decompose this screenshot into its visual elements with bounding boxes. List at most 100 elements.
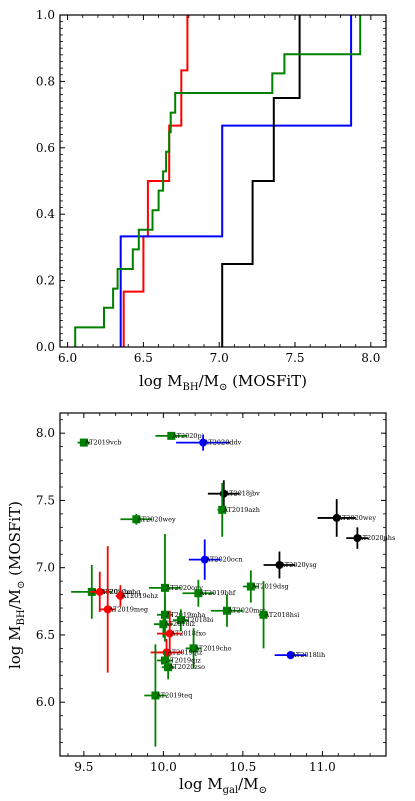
x-tick-label: 11.0: [309, 760, 336, 774]
y-tick-label: 8.0: [36, 426, 55, 440]
x-tick-label: 7.0: [210, 351, 229, 365]
y-tick-label: 0.0: [36, 340, 55, 354]
scatter-point: AT2018hsi: [258, 581, 300, 649]
scatter-point: AT2020nhs: [346, 527, 395, 549]
scatter-point: AT2020ocn: [188, 539, 243, 580]
point-marker-circle: [199, 438, 208, 447]
point-marker-circle: [200, 555, 209, 564]
point-label: AT2019bhf: [198, 589, 236, 597]
scatter-point: AT2020wey: [317, 499, 377, 537]
y-tick-label: 7.0: [36, 561, 55, 575]
cdf-xlabel-tail: (MOSFiT): [227, 372, 307, 390]
point-marker-square: [160, 583, 169, 592]
x-tick-label: 8.0: [361, 351, 380, 365]
point-marker-square: [176, 616, 185, 625]
point-marker-square: [167, 431, 176, 440]
scatter-ylabel-mid: /M: [6, 589, 24, 609]
point-label: AT2019dsg: [251, 583, 289, 591]
point-marker-circle: [275, 560, 284, 569]
point-label: AT2019meg: [108, 605, 148, 613]
point-marker-square: [246, 582, 255, 591]
scatter-point: AT2020wey: [120, 513, 176, 525]
cdf-ticks: 6.0 6.5 7.0 7.5 8.0 0.0 0.2 0.4 0.6 0.8 1.0: [36, 8, 387, 365]
scatter-point: AT2020ysg: [263, 551, 317, 579]
point-marker-circle: [353, 534, 362, 543]
point-label: AT2020mot: [227, 607, 266, 615]
scatter-point: AT2020zso: [161, 655, 205, 680]
point-marker-square: [218, 505, 227, 514]
y-tick-label: 0.6: [36, 141, 55, 155]
scatter-point: AT2019meg: [99, 546, 148, 673]
scatter-point: AT2020ddv: [176, 434, 242, 451]
scatter-xlabel-sub2: ⊙: [259, 785, 267, 796]
cdf-series-line: [122, 15, 189, 347]
point-marker-square: [194, 589, 203, 598]
cdf-series-line: [74, 15, 362, 347]
point-marker-square: [79, 438, 88, 447]
cdf-xlabel-mid: /M: [199, 372, 219, 390]
scatter-point: AT2018lih: [274, 651, 326, 660]
scatter-point: AT2019cho: [185, 628, 232, 669]
scatter-point: AT2019vcb: [77, 438, 122, 447]
point-marker-circle: [116, 591, 125, 600]
scatter-xlabel: log Mgal/M⊙: [179, 775, 267, 796]
point-marker-square: [159, 620, 168, 629]
scatter-xlabel-main: log M: [179, 775, 223, 793]
scatter-point: AT2018jbv: [207, 480, 260, 508]
scatter-ylabel-main: log M: [6, 625, 24, 669]
point-label: AT2020ocn: [205, 556, 243, 564]
point-label: AT2020ddv: [203, 439, 242, 447]
scatter-point: AT2020pj: [155, 431, 204, 440]
point-label: AT2019azh: [222, 506, 260, 514]
scatter-ylabel-sub1: BH: [16, 609, 27, 625]
scatter-point: AT2018bi: [172, 609, 213, 631]
cdf-series-line: [221, 15, 301, 347]
point-label: AT2020pj: [171, 432, 203, 440]
point-marker-circle: [286, 651, 295, 660]
cdf-series-group: [74, 15, 362, 347]
cdf-xlabel-sub2: ⊙: [219, 382, 227, 393]
point-label: AT2018iz: [163, 620, 195, 628]
scatter-point: AT2018fxo: [157, 610, 206, 657]
scatter-point: AT2019teq: [144, 644, 192, 747]
point-label: AT2020wey: [337, 514, 377, 522]
point-marker-square: [132, 515, 141, 524]
point-label: AT2019cho: [194, 644, 232, 652]
point-label: AT2020nhs: [357, 534, 395, 542]
x-tick-label: 9.5: [74, 760, 93, 774]
point-label: AT2019qiz: [167, 648, 203, 656]
point-label: AT2019mha: [165, 611, 206, 619]
scatter-point: AT2020mot: [211, 594, 266, 627]
point-label: AT2019ehz: [120, 592, 158, 600]
point-label: AT2019teq: [155, 691, 192, 699]
point-label: AT2020mbq: [92, 588, 133, 596]
y-tick-label: 6.0: [36, 695, 55, 709]
scatter-ylabel-sub2: ⊙: [16, 581, 27, 589]
point-label: AT2018lih: [291, 651, 326, 659]
x-tick-label: 6.5: [134, 351, 153, 365]
point-label: AT2020zso: [168, 663, 205, 671]
scatter-plot-frame: [59, 412, 387, 757]
y-tick-label: 0.8: [36, 74, 55, 88]
cdf-xlabel-sub1: BH: [183, 382, 199, 393]
scatter-point: AT2019azh: [217, 482, 260, 537]
point-label: AT2020opy: [165, 584, 203, 592]
cdf-xlabel-main: log M: [139, 372, 183, 390]
cdf-series-line: [119, 15, 353, 347]
point-label: AT2018jbv: [224, 490, 260, 498]
x-tick-label: 6.0: [58, 351, 77, 365]
point-marker-square: [151, 691, 160, 700]
y-tick-label: 1.0: [36, 8, 55, 22]
scatter-point: AT2019ehz: [115, 585, 159, 607]
point-label: AT2018hsi: [264, 611, 300, 619]
point-marker-square: [164, 663, 173, 672]
y-tick-label: 6.5: [36, 628, 55, 642]
scatter-xlabel-mid: /M: [238, 775, 258, 793]
cdf-step-plot: 6.0 6.5 7.0 7.5 8.0 0.0 0.2 0.4 0.6 0.8 1.0 log MB…: [36, 8, 387, 393]
y-tick-label: 0.2: [36, 274, 55, 288]
point-marker-square: [222, 606, 231, 615]
point-marker-square: [160, 656, 169, 665]
